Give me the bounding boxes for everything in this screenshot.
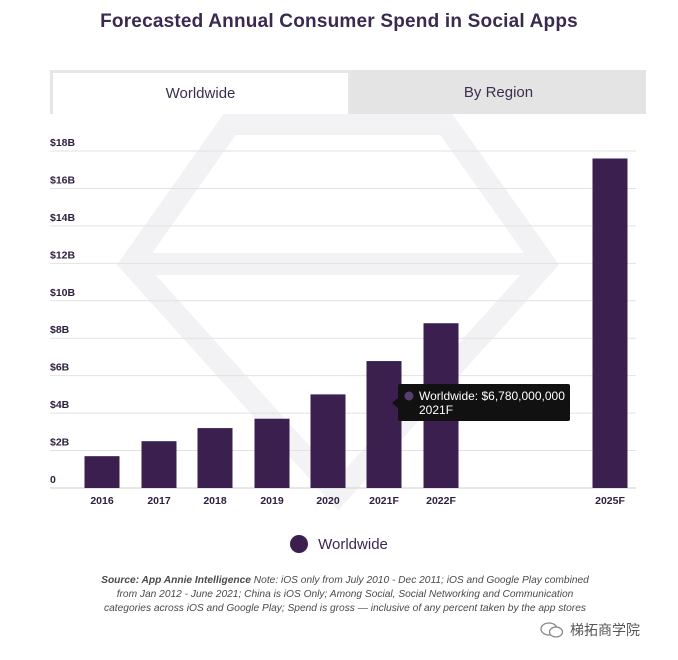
x-tick-label: 2016 bbox=[90, 495, 114, 507]
y-tick-label: $18B bbox=[50, 137, 76, 149]
legend-label: Worldwide bbox=[318, 535, 388, 553]
tooltip-dot bbox=[404, 391, 414, 401]
legend: Worldwide bbox=[0, 535, 678, 553]
y-tick-label: $14B bbox=[50, 212, 76, 224]
wechat-icon bbox=[540, 622, 564, 638]
y-tick-label: 0 bbox=[50, 474, 56, 486]
chart-title: Forecasted Annual Consumer Spend in Soci… bbox=[100, 11, 578, 32]
x-tick-label: 2021F bbox=[369, 495, 399, 507]
tooltip-line2: 2021F bbox=[419, 403, 453, 417]
bar-2016 bbox=[84, 456, 120, 488]
bar-2018 bbox=[197, 428, 233, 488]
bar-2020 bbox=[310, 394, 346, 488]
y-tick-label: $6B bbox=[50, 362, 70, 374]
y-tick-label: $16B bbox=[50, 174, 76, 186]
x-tick-label: 2018 bbox=[203, 495, 227, 507]
x-tick-label: 2022F bbox=[426, 495, 456, 507]
bar-2021F bbox=[366, 361, 402, 488]
y-tick-label: $12B bbox=[50, 249, 76, 261]
wechat-watermark: 梯拓商学院 bbox=[540, 620, 640, 640]
x-tick-label: 2017 bbox=[147, 495, 171, 507]
bar-2025F bbox=[592, 158, 628, 488]
source-label: Source: App Annie Intelligence bbox=[101, 575, 251, 586]
y-tick-label: $8B bbox=[50, 324, 70, 336]
x-tick-label: 2025F bbox=[595, 495, 625, 507]
y-tick-label: $4B bbox=[50, 399, 70, 411]
x-tick-label: 2020 bbox=[316, 495, 340, 507]
watermark-text: 梯拓商学院 bbox=[570, 622, 640, 638]
bar-2017 bbox=[141, 441, 177, 488]
y-tick-label: $2B bbox=[50, 437, 70, 449]
bar-2019 bbox=[254, 418, 290, 488]
source-text: Note: iOS only from July 2010 - Dec 2011… bbox=[104, 575, 589, 614]
tooltip-pointer bbox=[392, 398, 398, 408]
tab-bar: Worldwide By Region bbox=[50, 70, 646, 114]
tooltip-line1: Worldwide: $6,780,000,000 bbox=[419, 389, 565, 403]
tooltip-box bbox=[398, 384, 570, 421]
bar-chart: 0 $2B $4B $6B $8B $10B $12B $14B $16B $18B 2016 20… bbox=[50, 114, 636, 511]
y-tick-label: $10B bbox=[50, 287, 76, 299]
source-note: Source: App Annie Intelligence Note: iOS… bbox=[100, 574, 590, 616]
tab-by-region[interactable]: By Region bbox=[351, 70, 646, 114]
x-tick-label: 2019 bbox=[260, 495, 284, 507]
tab-worldwide[interactable]: Worldwide bbox=[50, 70, 351, 114]
legend-swatch bbox=[290, 535, 309, 553]
